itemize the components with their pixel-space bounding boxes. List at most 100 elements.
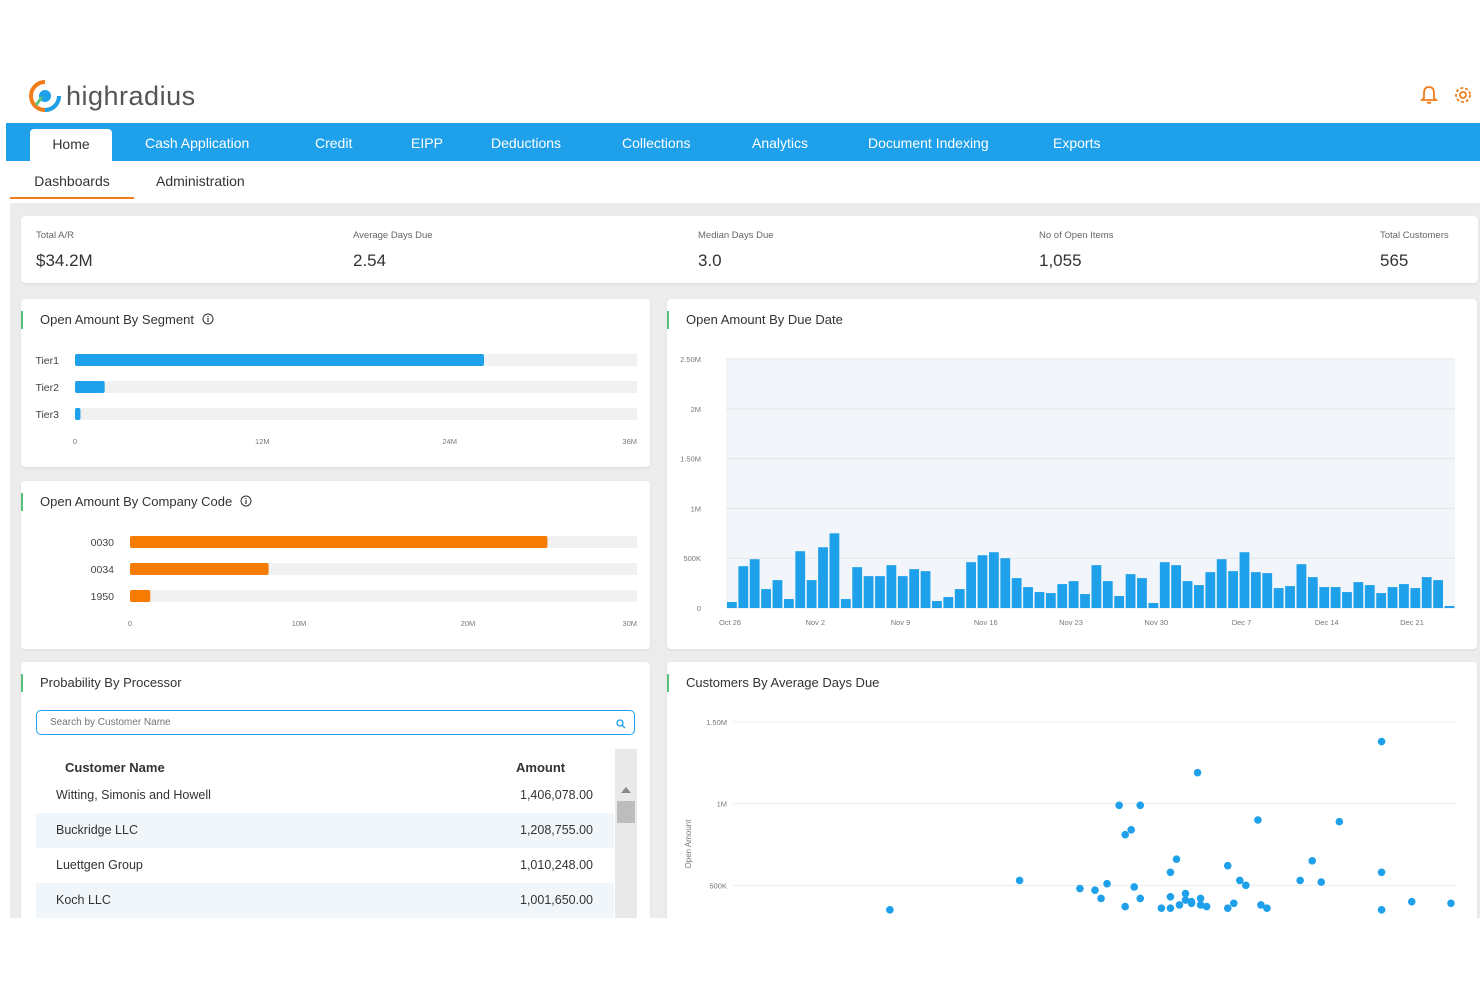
scatter-point [1447,899,1455,908]
processor-card: Probability By Processor Customer Name A… [21,662,650,918]
tab-exports[interactable]: Exports [1053,135,1101,151]
bar [966,562,976,608]
customer-search-input[interactable] [48,716,612,729]
bar [1137,578,1147,608]
kpi-value: $34.2M [36,251,93,270]
bar [749,559,760,608]
scatter-point [1377,737,1386,746]
scatter-point [1076,884,1084,893]
bar [1353,582,1364,608]
customer-name: Witting, Simonis and Howell [56,788,211,802]
col-header-amount[interactable]: Amount [516,760,566,775]
bar-track [130,590,637,602]
bar [1296,564,1307,608]
bar [1159,562,1170,608]
search-icon[interactable] [616,716,626,734]
tab-eipp[interactable]: EIPP [411,135,443,151]
scatter-point [1015,876,1024,885]
table-row[interactable]: Witting, Simonis and Howell 1,406,078.00 [36,778,614,813]
tab-collections[interactable]: Collections [622,135,691,151]
subtab-dashboards[interactable]: Dashboards [10,173,134,199]
info-icon[interactable] [240,494,252,512]
bar [75,408,81,420]
bar [130,563,269,575]
scatter-point [1097,894,1105,903]
kpi-average-days-due: Average Days Due 2.54 [353,230,433,271]
scatter-point [1175,901,1184,909]
bar [772,580,783,608]
tab-home[interactable]: Home [30,129,112,161]
subtab-administration[interactable]: Administration [156,173,245,189]
col-header-customer-name[interactable]: Customer Name [65,760,165,775]
scroll-thumb[interactable] [617,801,635,823]
segment-bar-chart: Tier1 Tier2 Tier3 0 12M 24M 36M [35,354,637,446]
kpi-value: 2.54 [353,251,387,270]
y-tick-label: 500K [683,554,701,563]
x-tick-label: Dec 7 [1232,618,1252,627]
bar [1000,558,1011,608]
company-code-chart-card: Open Amount By Company Code 0030 0034 1950… [21,481,650,649]
scatter-point [1187,899,1196,908]
table-row[interactable]: Koch LLC 1,001,650.00 [36,883,614,918]
bar [130,536,548,548]
scatter-point [1202,902,1211,911]
tab-document-indexing[interactable]: Document Indexing [868,135,989,151]
tab-deductions[interactable]: Deductions [491,135,562,151]
bar-track [75,408,637,420]
tab-analytics[interactable]: Analytics [752,135,809,151]
tick-label: 0 [128,619,132,628]
scatter-point [1121,902,1129,911]
bar [75,381,105,393]
notification-bell-icon[interactable] [1418,84,1440,106]
bar [75,354,485,366]
scatter-point [1308,857,1316,865]
company-title: Open Amount By Company Code [40,494,233,509]
bar [943,597,954,608]
bar [1045,593,1056,608]
bar [1228,571,1238,608]
scatter-point [1172,855,1181,863]
y-tick-label: 500K [709,881,727,890]
x-tick-label: Nov 23 [1059,618,1083,627]
bar [1433,580,1444,608]
bar [1364,585,1375,608]
scatter-point [1296,876,1304,885]
scatter-point [1181,896,1190,904]
scatter-point [1242,881,1250,890]
tab-credit[interactable]: Credit [315,135,353,151]
customers-scatter-chart: 500K 1M 1.50M Open Amount [684,718,1457,914]
scatter-point [1263,904,1271,912]
table-row[interactable]: Luettgen Group 1,010,248.00 [36,848,614,883]
bar [1319,587,1330,608]
scatter-point [1121,830,1129,839]
bar [977,555,988,608]
tab-cash-application[interactable]: Cash Application [145,135,250,151]
scatter-point [1103,879,1111,888]
duedate-title: Open Amount By Due Date [686,312,843,327]
scroll-up-arrow-icon[interactable] [621,787,631,793]
brand-logo[interactable]: highradius [28,76,196,116]
kpi-open-items: No of Open Items 1,055 [1039,230,1113,271]
bar [1068,581,1079,608]
bar [1114,596,1125,608]
bar [840,599,851,608]
bar [829,533,840,608]
customer-name: Buckridge LLC [56,823,138,837]
bar [920,571,931,608]
settings-gear-icon[interactable] [1452,84,1474,106]
category-label: 0034 [91,564,115,576]
card-title: Customers By Average Days Due [667,674,879,692]
bar [1080,594,1090,608]
tick-label: 20M [461,619,476,628]
kpi-value: 1,055 [1039,251,1082,270]
scatter-point [1181,889,1190,898]
y-axis-label: Open Amount [684,819,693,869]
bar [875,576,885,608]
bar [897,576,908,608]
table-row[interactable]: Buckridge LLC 1,208,755.00 [36,813,614,848]
app-root: highradius Home Cash Application Credit … [6,72,1480,918]
info-icon[interactable] [202,312,214,330]
bar [1102,581,1113,608]
table-scrollbar[interactable] [615,749,637,918]
card-title: Open Amount By Due Date [667,311,843,329]
